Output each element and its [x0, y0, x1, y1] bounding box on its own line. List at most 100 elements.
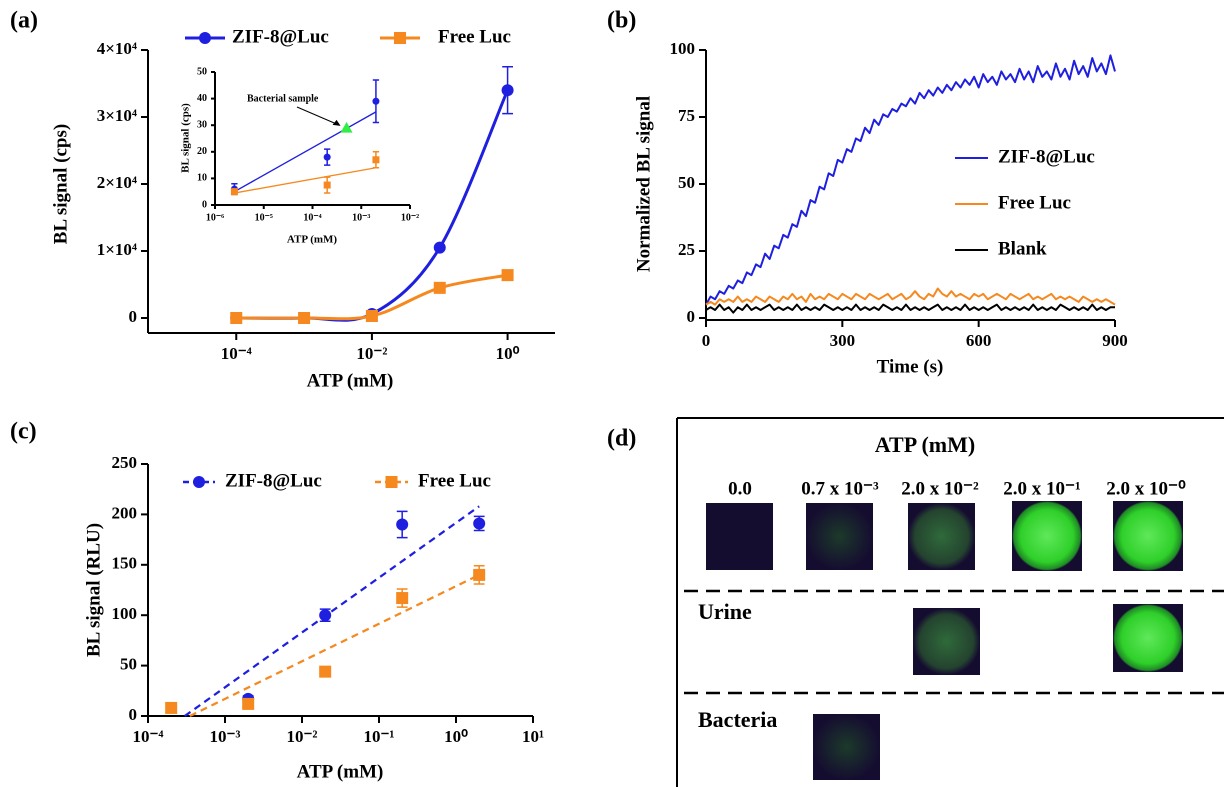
y-axis-label: Normalized BL signal	[633, 96, 654, 272]
x-tick-label: 10⁻⁴	[303, 212, 321, 223]
well-image	[1113, 501, 1183, 571]
fit-line	[234, 167, 377, 194]
y-tick-label: 50	[197, 66, 207, 77]
y-tick-label: 50	[120, 655, 137, 674]
annotation-arrow	[296, 106, 339, 126]
column-label: 2.0 x 10⁻⁰	[1106, 478, 1186, 499]
row-label: Bacteria	[698, 707, 777, 732]
panel-label: (a)	[10, 8, 38, 34]
well-image	[908, 503, 975, 570]
x-axis-label: ATP (mM)	[287, 234, 338, 246]
marker	[165, 701, 178, 714]
x-tick-label: 10⁻²	[401, 212, 419, 223]
x-axis-label: Time (s)	[877, 356, 944, 377]
x-tick-label: 10⁰	[496, 344, 520, 363]
marker	[319, 609, 332, 622]
series-line	[705, 303, 1115, 314]
y-tick-label: 75	[678, 106, 695, 125]
marker	[242, 697, 255, 710]
y-axis-label: BL signal (cps)	[180, 103, 192, 173]
legend-marker	[193, 476, 205, 488]
x-tick-label: 10⁻⁵	[255, 212, 273, 223]
y-tick-label: 20	[197, 146, 207, 157]
column-label: 0.7 x 10⁻³	[801, 478, 879, 499]
column-label: 2.0 x 10⁻¹	[1003, 478, 1080, 499]
y-tick-label: 0	[129, 307, 138, 326]
x-tick-label: 300	[830, 331, 856, 350]
y-tick-label: 150	[112, 554, 138, 573]
marker	[396, 518, 409, 531]
y-tick-label: 100	[670, 39, 696, 58]
y-tick-label: 50	[678, 173, 695, 192]
marker	[323, 153, 331, 161]
fit-line	[184, 505, 480, 717]
well-image	[1113, 604, 1183, 672]
row-label: Urine	[698, 599, 752, 624]
marker	[433, 281, 446, 294]
annotation: Bacterial sample	[247, 93, 319, 104]
marker	[433, 241, 446, 254]
y-tick-label: 250	[112, 453, 138, 472]
y-axis-label: BL signal (RLU)	[83, 523, 104, 657]
y-tick-label: 200	[112, 503, 138, 522]
y-tick-label: 0	[129, 705, 138, 724]
column-label: 0.0	[728, 478, 752, 499]
marker	[323, 181, 331, 189]
marker	[319, 665, 332, 678]
legend-label: Blank	[998, 238, 1047, 259]
x-axis-label: ATP (mM)	[297, 761, 384, 782]
y-tick-label: 3×10⁴	[97, 106, 137, 125]
arrow-head	[332, 119, 341, 126]
x-tick-label: 0	[702, 331, 711, 350]
marker	[372, 97, 380, 105]
x-tick-label: 10⁻⁶	[206, 212, 224, 223]
marker	[340, 121, 353, 133]
legend-marker	[394, 32, 406, 44]
x-tick-label: 10⁻⁴	[221, 344, 252, 363]
column-label: 2.0 x 10⁻²	[901, 478, 979, 499]
y-tick-label: 0	[202, 199, 207, 210]
legend-label: ZIF-8@Luc	[232, 26, 329, 47]
y-axis-label: BL signal (cps)	[50, 124, 71, 244]
x-tick-label: 10¹	[522, 727, 544, 746]
panel-label: (c)	[10, 419, 37, 445]
marker	[365, 309, 378, 322]
x-tick-label: 10⁻³	[352, 212, 370, 223]
legend-marker	[199, 32, 211, 44]
marker	[501, 269, 514, 282]
x-tick-label: 10⁻²	[356, 344, 387, 363]
y-tick-label: 1×10⁴	[97, 240, 137, 259]
legend-label: Free Luc	[998, 192, 1071, 213]
series-line	[705, 54, 1116, 306]
legend-label: Free Luc	[418, 470, 491, 491]
panel-label: (b)	[607, 8, 636, 34]
well-image	[806, 503, 873, 570]
marker	[372, 156, 380, 164]
x-tick-label: 600	[966, 331, 992, 350]
well-image	[706, 503, 773, 570]
panel-title: ATP (mM)	[875, 432, 975, 457]
well-image	[1012, 501, 1082, 571]
y-tick-label: 25	[678, 240, 695, 259]
legend-label: ZIF-8@Luc	[225, 470, 322, 491]
y-tick-label: 0	[687, 307, 696, 326]
series-line	[705, 287, 1116, 306]
x-axis-label: ATP (mM)	[307, 370, 394, 391]
marker	[473, 568, 486, 581]
y-tick-label: 30	[197, 119, 207, 130]
marker	[298, 312, 311, 324]
y-tick-label: 100	[112, 604, 138, 623]
x-tick-label: 10⁻⁴	[132, 727, 163, 746]
marker	[230, 188, 238, 196]
well-image	[913, 608, 980, 675]
legend-label: ZIF-8@Luc	[998, 146, 1095, 167]
x-tick-label: 10⁻²	[286, 727, 317, 746]
y-tick-label: 40	[197, 93, 207, 104]
x-tick-label: 10⁰	[444, 727, 468, 746]
x-tick-label: 10⁻¹	[363, 727, 394, 746]
legend-label: Free Luc	[438, 26, 511, 47]
marker	[230, 312, 243, 324]
y-tick-label: 2×10⁴	[97, 173, 137, 192]
x-tick-label: 10⁻³	[209, 727, 240, 746]
